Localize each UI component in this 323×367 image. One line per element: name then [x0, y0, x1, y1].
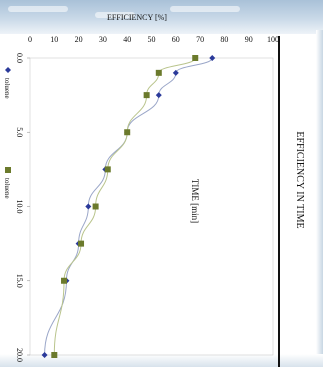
x-tick-label: 0.0 — [15, 53, 24, 63]
data-point — [85, 203, 92, 210]
banner-streak — [170, 6, 240, 12]
legend-label: toluene — [3, 78, 11, 99]
y-tick-label: 90 — [245, 35, 253, 44]
y-tick-label: 40 — [123, 35, 131, 44]
y-tick-label: 0 — [28, 35, 32, 44]
data-point — [41, 352, 48, 358]
data-point — [92, 203, 99, 210]
series-line — [53, 57, 196, 356]
x-axis-label: TIME [min] — [190, 179, 200, 223]
x-tick-label: 15.0 — [15, 274, 24, 288]
y-tick-label: 100 — [267, 35, 279, 44]
y-tick-label: 20 — [75, 35, 83, 44]
x-tick-label: 5.0 — [15, 127, 24, 137]
data-point — [209, 55, 216, 61]
data-point — [104, 166, 111, 173]
legend-marker — [5, 67, 11, 73]
y-tick-label: 70 — [196, 35, 204, 44]
y-tick-label: 50 — [148, 35, 156, 44]
slide-bottom-shadow — [0, 354, 323, 367]
y-tick-label: 30 — [99, 35, 107, 44]
y-tick-label: 60 — [172, 35, 180, 44]
header-banner — [0, 0, 323, 34]
banner-streak — [95, 12, 135, 18]
banner-streak — [8, 6, 68, 12]
y-tick-label: 80 — [220, 35, 228, 44]
x-tick-label: 10.0 — [15, 200, 24, 214]
data-point — [124, 129, 131, 136]
data-point — [51, 352, 58, 358]
plot-frame — [29, 57, 274, 356]
y-axis-label: EFFICIENCY [%] — [107, 13, 167, 22]
data-point — [155, 92, 162, 99]
x-tick-label: 20.0 — [15, 348, 24, 362]
top-border — [278, 36, 280, 367]
data-point — [143, 92, 150, 99]
data-point — [78, 240, 85, 247]
legend-label: toluene — [3, 178, 11, 199]
data-point — [155, 69, 162, 76]
data-point — [61, 277, 68, 284]
chart-title: EFFICIENCY IN TIME — [294, 131, 305, 228]
data-point — [172, 69, 179, 76]
data-point — [192, 55, 199, 61]
legend-marker — [5, 167, 11, 173]
y-tick-label: 10 — [50, 35, 58, 44]
slide-edge-shadow — [316, 30, 323, 367]
series-line — [44, 57, 213, 356]
